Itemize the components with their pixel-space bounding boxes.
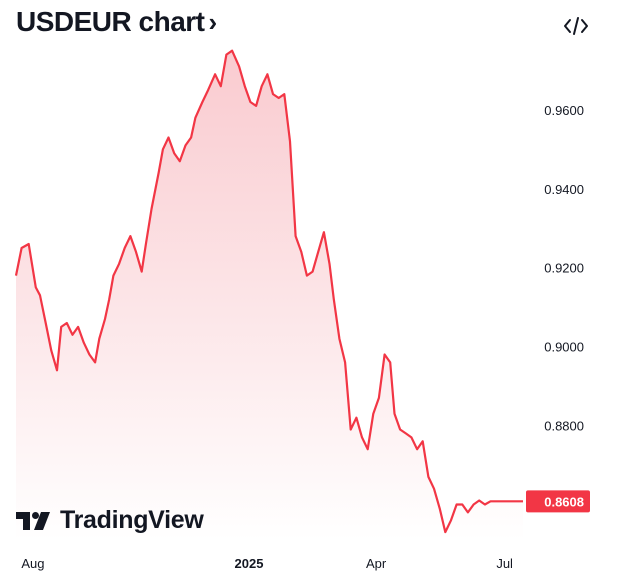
- chart-title-link[interactable]: USDEUR chart ›: [16, 6, 217, 38]
- y-tick-label: 0.9400: [544, 182, 584, 197]
- tradingview-logo-icon: [16, 511, 50, 530]
- embed-code-button[interactable]: [560, 10, 592, 42]
- y-tick-label: 0.9600: [544, 103, 584, 118]
- tradingview-logo[interactable]: TradingView: [16, 506, 204, 535]
- y-tick-label: 0.9000: [544, 340, 584, 355]
- x-axis: Aug 2025 Apr Jul: [21, 556, 513, 571]
- code-brackets-icon: [564, 17, 588, 35]
- series-line: [14, 49, 523, 534]
- x-tick-label: Jul: [496, 556, 513, 571]
- x-tick-label: Apr: [366, 556, 387, 571]
- y-tick-label: 0.8800: [544, 419, 584, 434]
- price-area: [16, 50, 523, 540]
- last-price-badge-bg: [526, 490, 590, 513]
- y-axis: 0.9600 0.9400 0.9200 0.9000 0.8800: [544, 103, 584, 434]
- y-tick-label: 0.9200: [544, 261, 584, 276]
- price-area-fill: [16, 50, 523, 540]
- x-tick-label: 2025: [235, 556, 264, 571]
- price-series-line: [14, 49, 523, 534]
- chart-header: USDEUR chart ›: [0, 0, 617, 56]
- chart-title: USDEUR chart: [16, 6, 205, 37]
- last-price-label: 0.8608: [544, 494, 584, 509]
- x-tick-label: Aug: [21, 556, 44, 571]
- tradingview-logo-text: TradingView: [60, 506, 204, 534]
- last-price-badge: 0.8608: [526, 490, 590, 513]
- chevron-right-icon: ›: [208, 6, 217, 37]
